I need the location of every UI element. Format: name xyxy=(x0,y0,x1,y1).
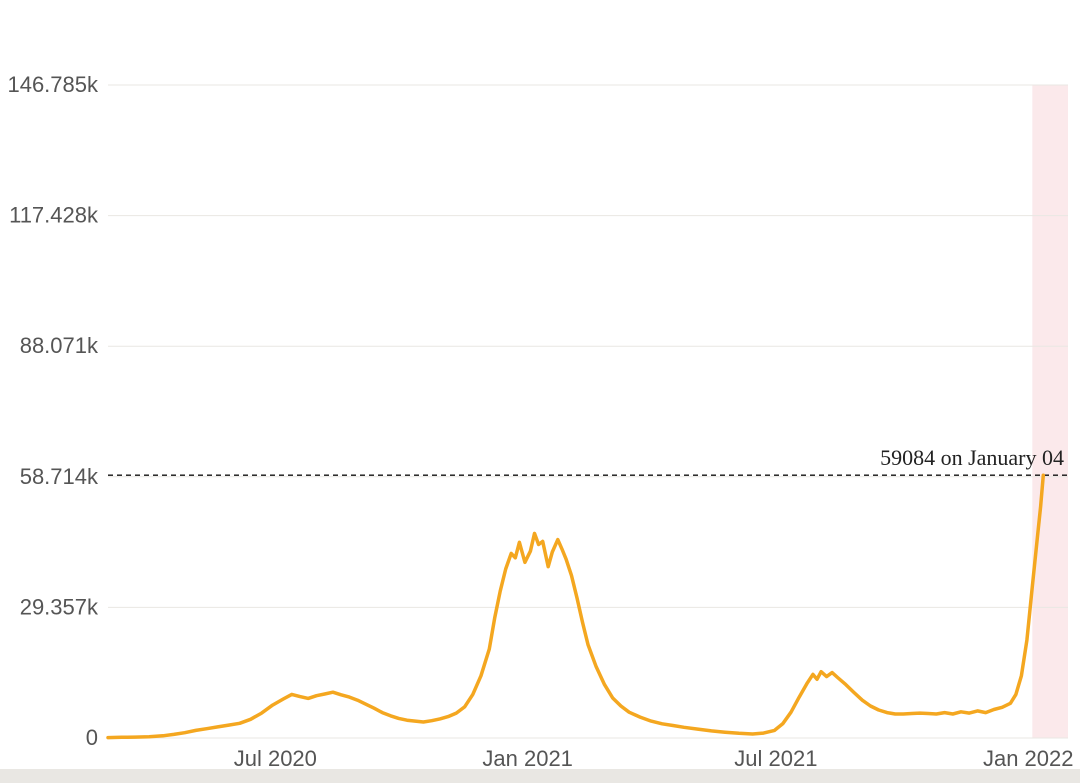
y-tick-label: 0 xyxy=(86,725,98,750)
line-chart: 0 29.357k 58.714k 88.071k 117.428k 146.785k Ju… xyxy=(0,0,1080,783)
y-tick-label: 29.357k xyxy=(20,594,99,619)
chart-bg xyxy=(0,0,1080,783)
y-tick-label: 117.428k xyxy=(9,203,99,228)
y-tick-label: 88.071k xyxy=(20,333,99,358)
x-tick-label: Jan 2021 xyxy=(482,746,573,771)
annotation-label: 59084 on January 04 xyxy=(880,445,1064,470)
highlight-band xyxy=(1032,85,1068,738)
y-tick-label: 146.785k xyxy=(7,72,99,97)
x-tick-label: Jul 2021 xyxy=(734,746,817,771)
footer-strip xyxy=(0,769,1080,783)
x-tick-label: Jan 2022 xyxy=(983,746,1074,771)
x-tick-label: Jul 2020 xyxy=(234,746,317,771)
y-tick-label: 58.714k xyxy=(20,464,99,489)
chart-container: 0 29.357k 58.714k 88.071k 117.428k 146.785k Ju… xyxy=(0,0,1080,783)
